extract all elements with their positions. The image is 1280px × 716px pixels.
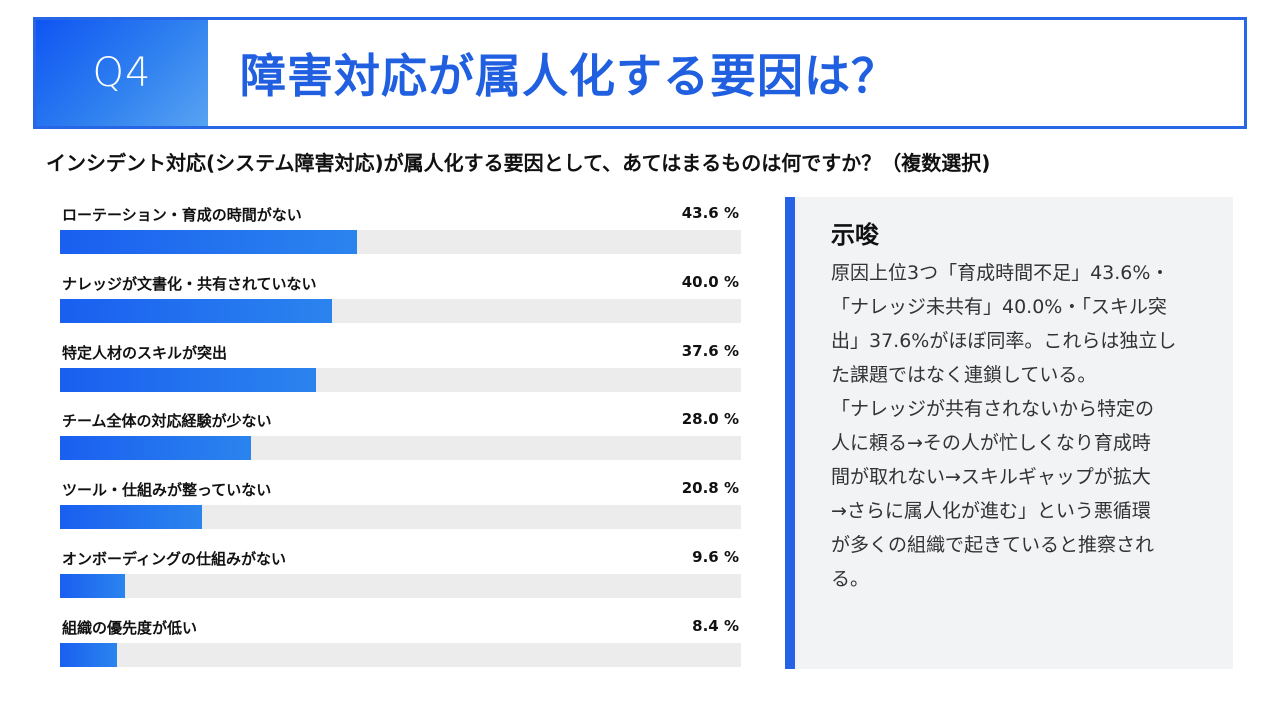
- bar-row: 組織の優先度が低い 8.4 %: [60, 613, 741, 673]
- bar-row: オンボーディングの仕組みがない 9.6 %: [60, 544, 741, 604]
- question-number: Q4: [92, 50, 152, 96]
- bar-value-label: 8.4 %: [692, 616, 739, 635]
- bar-value-label: 28.0 %: [681, 410, 739, 429]
- bar-category-label: ナレッジが文書化・共有されていない: [62, 274, 317, 293]
- bar-track: [60, 230, 741, 254]
- bar: [60, 574, 126, 598]
- bar-category-label: 組織の優先度が低い: [62, 618, 198, 637]
- bar-value-label: 37.6 %: [681, 341, 739, 360]
- bar-category-label: チーム全体の対応経験が少ない: [62, 412, 272, 431]
- bar: [60, 298, 333, 323]
- bar-track: [60, 298, 741, 323]
- bar-row: 特定人材のスキルが突出 37.6 %: [60, 338, 741, 398]
- question-text: インシデント対応(システム障害対応)が属人化する要因として、あてはまるものは何で…: [46, 151, 991, 175]
- bar-category-label: ローテーション・育成の時間がない: [62, 206, 302, 224]
- bar-value-label: 9.6 %: [692, 548, 739, 566]
- question-number-badge: Q4: [36, 20, 208, 126]
- bar: [60, 642, 118, 667]
- bar-row: ローテーション・育成の時間がない 43.6 %: [60, 200, 741, 260]
- insight-panel: 示唆 原因上位3つ「育成時間不足」43.6%・ 「ナレッジ未共有」40.0%・「…: [785, 197, 1233, 669]
- insight-body: 原因上位3つ「育成時間不足」43.6%・ 「ナレッジ未共有」40.0%・「スキル…: [831, 262, 1177, 590]
- bar-track: [60, 505, 741, 530]
- bar-track: [60, 574, 741, 598]
- page-title: 障害対応が属人化する要因は？: [240, 49, 898, 103]
- bar-row: チーム全体の対応経験が少ない 28.0 %: [60, 406, 741, 466]
- insight-title: 示唆: [831, 221, 879, 249]
- bar-category-label: オンボーディングの仕組みがない: [62, 550, 286, 568]
- bar-row: ツール・仕組みが整っていない 20.8 %: [60, 475, 741, 535]
- bar: [60, 505, 202, 530]
- bar-chart: ローテーション・育成の時間がない 43.6 % ナレッジが文書化・共有されていない 4…: [60, 200, 741, 670]
- bar-value-label: 20.8 %: [681, 479, 739, 498]
- bar: [60, 367, 317, 392]
- bar-category-label: 特定人材のスキルが突出: [62, 343, 228, 362]
- bar-value-label: 40.0 %: [681, 272, 739, 291]
- bar-track: [60, 436, 741, 461]
- header: Q4 障害対応が属人化する要因は？: [33, 17, 1247, 129]
- bar: [60, 436, 251, 461]
- bar: [60, 230, 357, 254]
- bar-row: ナレッジが文書化・共有されていない 40.0 %: [60, 269, 741, 329]
- bar-track: [60, 642, 741, 667]
- bar-track: [60, 367, 741, 392]
- bar-category-label: ツール・仕組みが整っていない: [62, 481, 272, 500]
- bar-value-label: 43.6 %: [681, 204, 739, 222]
